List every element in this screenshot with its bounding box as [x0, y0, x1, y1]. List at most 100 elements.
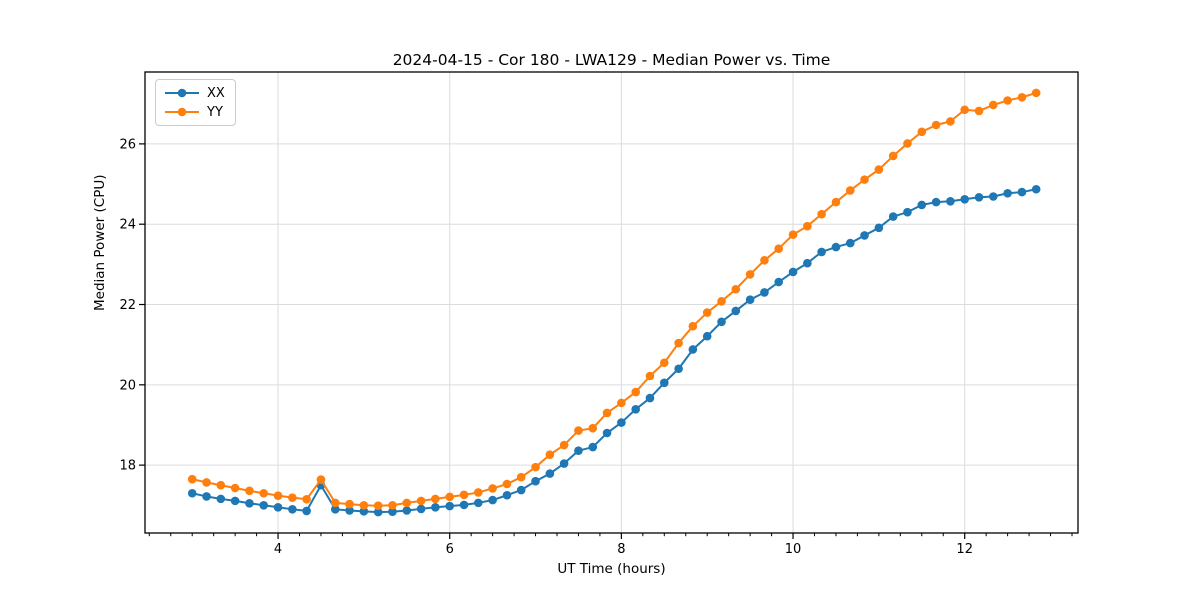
data-point: [445, 501, 455, 511]
data-point: [245, 498, 254, 508]
data-point: [645, 393, 655, 403]
data-point: [631, 387, 640, 397]
data-point: [187, 474, 197, 484]
data-point: [531, 462, 540, 472]
data-point: [602, 428, 612, 438]
chart-title: 2024-04-15 - Cor 180 - LWA129 - Median P…: [392, 51, 831, 69]
y-axis-label: Median Power (CPU): [92, 174, 108, 311]
y-tick-label: 24: [119, 218, 136, 233]
data-point: [903, 139, 912, 148]
data-point: [330, 505, 340, 514]
data-point: [402, 506, 412, 515]
plot-border: [144, 71, 1079, 534]
data-point: [202, 478, 211, 487]
data-point: [774, 244, 783, 253]
legend: XX YY: [155, 79, 236, 126]
legend-item-xx: XX: [164, 85, 225, 101]
data-point: [645, 371, 655, 381]
data-point: [245, 486, 254, 496]
data-point: [631, 405, 640, 414]
data-point: [988, 192, 998, 201]
data-point: [388, 507, 397, 517]
data-point: [717, 297, 726, 306]
data-point: [674, 338, 683, 348]
data-point: [416, 504, 426, 514]
legend-line-marker-icon: [165, 107, 199, 117]
data-point: [459, 490, 469, 500]
data-point: [745, 270, 755, 279]
data-point: [617, 418, 626, 427]
data-point: [874, 165, 884, 174]
data-point: [588, 442, 598, 452]
data-point: [860, 175, 869, 184]
data-point: [1031, 184, 1041, 194]
data-point: [831, 197, 841, 207]
data-point: [302, 494, 311, 504]
data-point: [288, 493, 297, 502]
data-point: [373, 501, 383, 510]
data-point: [531, 476, 540, 486]
data-point: [516, 472, 526, 482]
data-point: [516, 485, 526, 495]
y-tick-label: 20: [119, 378, 136, 393]
data-point: [745, 295, 755, 304]
data-point: [888, 212, 898, 221]
data-point: [588, 423, 598, 433]
series-markers-xx: [187, 184, 1041, 517]
data-point: [1017, 187, 1027, 197]
data-point: [788, 230, 798, 239]
data-point: [273, 503, 283, 512]
data-point: [960, 195, 969, 204]
data-point: [817, 209, 826, 219]
data-point: [803, 258, 812, 268]
data-point: [488, 484, 497, 493]
data-point: [988, 100, 998, 110]
data-point: [273, 491, 283, 500]
data-point: [502, 490, 512, 500]
x-tick-label: 10: [785, 542, 802, 557]
series-line-yy: [191, 91, 1038, 507]
legend-item-yy: YY: [164, 104, 225, 120]
data-point: [259, 488, 269, 498]
data-point: [659, 358, 669, 368]
x-tick-label: 6: [446, 542, 454, 557]
data-point: [473, 488, 483, 497]
data-point: [359, 507, 369, 516]
data-point: [731, 306, 741, 316]
data-point: [974, 106, 984, 116]
data-point: [187, 488, 197, 498]
data-point: [888, 151, 898, 161]
data-point: [431, 503, 440, 512]
x-tick-label: 4: [274, 542, 282, 557]
y-tick-label: 18: [119, 459, 136, 474]
data-point: [259, 500, 269, 510]
data-point: [359, 500, 369, 510]
data-point: [545, 450, 555, 459]
data-point: [874, 223, 884, 233]
data-point: [559, 440, 569, 450]
data-point: [216, 494, 226, 504]
legend-line-marker-icon: [165, 88, 199, 98]
data-point: [774, 277, 783, 287]
data-point: [931, 197, 941, 207]
data-point: [1003, 188, 1012, 198]
data-point: [416, 496, 426, 506]
data-point: [1031, 88, 1041, 98]
data-point: [974, 192, 984, 202]
data-point: [688, 345, 698, 354]
data-point: [388, 500, 397, 510]
data-point: [574, 446, 583, 455]
data-point: [330, 498, 340, 508]
data-point: [602, 408, 612, 418]
data-point: [831, 242, 841, 252]
data-point: [717, 317, 726, 327]
x-tick-label: 8: [617, 542, 625, 557]
y-tick-label: 26: [119, 137, 136, 152]
data-point: [431, 494, 440, 504]
y-tick-label: 22: [119, 298, 136, 313]
data-point: [788, 267, 798, 277]
data-point: [731, 284, 741, 294]
data-point: [931, 120, 941, 130]
data-point: [760, 256, 769, 265]
